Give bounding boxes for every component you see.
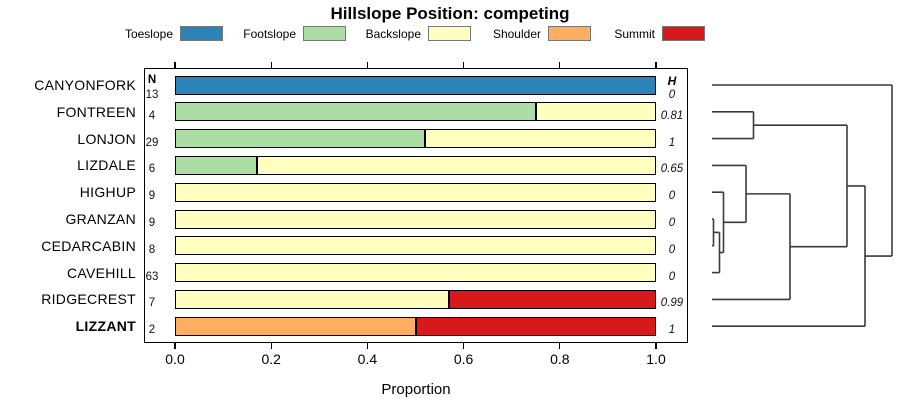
h-value: 0: [668, 89, 676, 101]
bar-segment: [256, 155, 656, 175]
legend-swatch: [303, 26, 346, 41]
bar-segment: [175, 182, 656, 202]
h-value: 0: [668, 190, 676, 203]
row-label: CANYONFORK: [34, 77, 136, 93]
legend-label: Summit: [614, 27, 655, 41]
bar-segment: [175, 75, 656, 95]
n-value: 63: [145, 270, 159, 283]
x-tick: [366, 62, 369, 68]
plot-area-border: [144, 68, 688, 343]
h-column-header: H: [667, 74, 677, 88]
row-label: LIZDALE: [77, 157, 136, 174]
x-tick-label: 0.8: [550, 351, 570, 367]
row-label: GRANZAN: [65, 211, 136, 227]
h-value: 1: [668, 324, 676, 337]
x-tick: [462, 343, 465, 349]
legend-swatch: [180, 26, 223, 41]
n-value: 4: [148, 109, 156, 122]
x-tick: [462, 62, 465, 68]
legend-swatch: [662, 26, 705, 41]
n-value: 8: [148, 243, 156, 256]
n-value: 29: [145, 136, 159, 149]
bar-segment: [175, 129, 426, 149]
h-value: 0: [668, 270, 676, 283]
x-tick: [270, 343, 272, 349]
row-label: HIGHUP: [79, 184, 136, 201]
row-label: LONJON: [77, 130, 136, 147]
x-tick: [270, 62, 272, 68]
x-axis-title: Proportion: [381, 381, 451, 398]
h-value: 0.99: [660, 297, 684, 310]
legend-label: Shoulder: [492, 27, 541, 41]
n-value: 2: [148, 324, 156, 337]
n-value: 13: [145, 89, 159, 101]
row-label: RIDGECREST: [41, 291, 136, 308]
chart-title: Hillslope Position: competing: [330, 4, 570, 23]
legend: Toeslope Footslope Backslope Shoulder Summit: [0, 0, 900, 46]
x-tick: [174, 343, 176, 349]
x-tick-label: 0.0: [165, 351, 185, 367]
n-value: 9: [148, 190, 156, 203]
legend-swatch: [548, 26, 591, 41]
x-tick: [559, 343, 561, 349]
bar-segment: [175, 209, 656, 229]
bar-segment: [415, 316, 656, 336]
bar-segment: [175, 236, 656, 256]
bar-segment: [425, 129, 656, 149]
n-value: 7: [148, 297, 156, 310]
legend-label: Backslope: [365, 27, 421, 41]
h-value: 0.81: [660, 109, 684, 122]
x-tick: [655, 343, 657, 349]
x-tick-label: 0.2: [261, 351, 281, 367]
x-tick-label: 0.6: [453, 351, 474, 367]
n-column-header: N: [147, 74, 157, 86]
bar-segment: [449, 289, 656, 309]
h-value: 0: [668, 217, 676, 229]
h-value: 1: [668, 136, 676, 149]
n-value: 9: [148, 217, 156, 229]
legend-label: Toeslope: [124, 27, 173, 41]
x-tick: [655, 62, 657, 68]
bar-segment: [175, 316, 416, 336]
legend-label: Footslope: [243, 27, 296, 41]
bar-segment: [175, 155, 257, 175]
bar-segment: [175, 102, 536, 122]
legend-swatch: [428, 26, 471, 41]
x-tick: [559, 62, 561, 68]
row-label: LIZZANT: [75, 318, 136, 335]
row-label: FONTREEN: [56, 103, 136, 120]
row-label: CAVEHILL: [66, 264, 136, 281]
x-tick: [366, 343, 369, 349]
h-value: 0: [668, 243, 676, 256]
x-tick: [174, 62, 176, 68]
x-tick-label: 1.0: [646, 351, 666, 367]
bar-segment: [175, 263, 656, 283]
bar-segment: [535, 102, 657, 122]
x-tick-label: 0.4: [357, 351, 378, 367]
n-value: 6: [148, 163, 156, 176]
bar-segment: [175, 289, 450, 309]
row-label: CEDARCABIN: [41, 237, 136, 254]
h-value: 0.65: [660, 163, 684, 176]
